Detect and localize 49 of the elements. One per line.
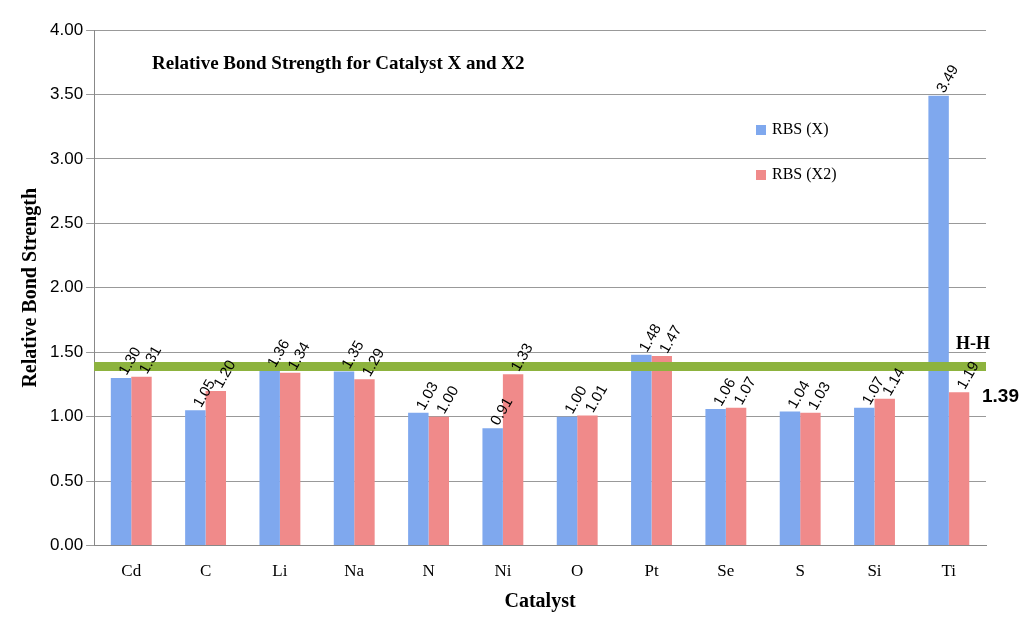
- x-tick-label: S: [795, 561, 805, 581]
- bar: [556, 416, 578, 546]
- y-tick-label: 1.00: [49, 406, 84, 426]
- x-tick-label: N: [422, 561, 435, 581]
- legend-label: RBS (X2): [772, 165, 837, 184]
- bar: [408, 412, 429, 546]
- x-tick-label: Ti: [941, 561, 957, 581]
- bar: [651, 356, 672, 546]
- x-tick-label: Pt: [644, 561, 659, 581]
- bar: [631, 354, 652, 546]
- x-tick-label: Se: [717, 561, 735, 581]
- bar: [333, 371, 355, 546]
- annotation: 1.39: [982, 384, 1019, 406]
- x-axis-title: Catalyst: [504, 589, 576, 613]
- bar: [779, 411, 801, 546]
- bar: [428, 416, 449, 546]
- x-tick-label: Ni: [494, 561, 512, 581]
- y-tick-label: 0.00: [49, 535, 84, 555]
- bar: [110, 378, 132, 546]
- bar: [577, 415, 598, 546]
- y-tick-label: 1.50: [49, 341, 84, 361]
- bar: [705, 408, 726, 546]
- x-tick-label: O: [571, 561, 584, 581]
- bar: [948, 392, 970, 546]
- y-tick-label: 3.50: [49, 84, 84, 104]
- bar: [854, 407, 875, 546]
- y-axis-title: Relative Bond Strength: [18, 187, 42, 388]
- bar: [482, 428, 503, 546]
- x-tick-label: Na: [344, 561, 365, 581]
- bar: [928, 95, 949, 546]
- legend-label: RBS (X): [772, 120, 829, 139]
- y-tick-label: 0.50: [49, 470, 84, 490]
- bar: [131, 376, 152, 546]
- bar: [725, 407, 747, 546]
- x-tick-label: C: [199, 561, 212, 581]
- text: Relative Bond Strength for Catalyst X and X2: [152, 51, 525, 73]
- y-tick-label: 2.00: [49, 277, 84, 297]
- x-tick-label: Cd: [121, 561, 142, 581]
- y-tick-label: 3.00: [49, 148, 84, 168]
- x-tick-label: Si: [867, 561, 882, 581]
- x-tick-label: Li: [272, 561, 288, 581]
- y-tick-label: 2.50: [49, 213, 84, 233]
- bar: [354, 379, 375, 546]
- y-tick-label: 4.00: [49, 19, 84, 39]
- bar: [800, 412, 821, 546]
- bar: [259, 370, 280, 546]
- ref-line-label: H-H: [956, 333, 990, 354]
- bar: [279, 372, 301, 546]
- bar: [185, 410, 206, 546]
